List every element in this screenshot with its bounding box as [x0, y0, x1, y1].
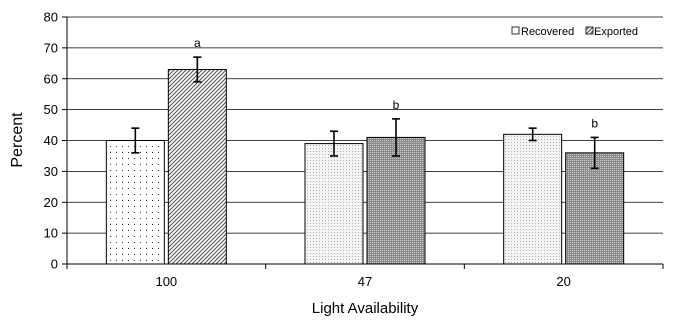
bar-recovered-47	[304, 143, 364, 265]
bar-annotations: a b b	[194, 36, 598, 130]
bar-recovered-20	[503, 133, 563, 265]
x-axis-label: Light Availability	[312, 300, 419, 317]
x-axis-ticks: 100 47 20	[66, 264, 664, 289]
y-axis-label: Percent	[9, 112, 26, 168]
bar-recovered-100	[105, 140, 165, 265]
bar-exported-47	[366, 136, 426, 265]
y-tick-label: 20	[44, 195, 58, 210]
y-tick-label: 40	[44, 133, 58, 148]
grid-lines	[67, 16, 663, 234]
bar-exported-20	[565, 152, 625, 265]
y-tick-label: 80	[44, 10, 58, 25]
bar-exported-100	[167, 68, 227, 265]
y-tick-label: 30	[44, 164, 58, 179]
legend-label-exported: Exported	[594, 26, 638, 38]
y-tick-label: 60	[44, 71, 58, 86]
y-tick-label: 50	[44, 102, 58, 117]
error-bars	[131, 56, 599, 170]
significance-letter: a	[194, 36, 201, 50]
x-tick-label: 20	[556, 274, 570, 289]
significance-letter: b	[591, 116, 598, 130]
x-tick-label: 100	[155, 274, 177, 289]
legend-swatch-exported	[585, 26, 594, 35]
legend-label-recovered: Recovered	[521, 26, 574, 38]
legend: Recovered Exported	[511, 26, 638, 38]
x-tick-label: 47	[358, 274, 372, 289]
y-axis-ticks: 0 10 20 30 40 50 60 70 80	[44, 10, 67, 272]
legend-swatch-recovered	[511, 26, 520, 35]
y-tick-label: 0	[51, 257, 58, 272]
y-tick-label: 70	[44, 40, 58, 55]
y-tick-label: 10	[44, 226, 58, 241]
significance-letter: b	[393, 98, 400, 112]
bars	[105, 68, 625, 265]
